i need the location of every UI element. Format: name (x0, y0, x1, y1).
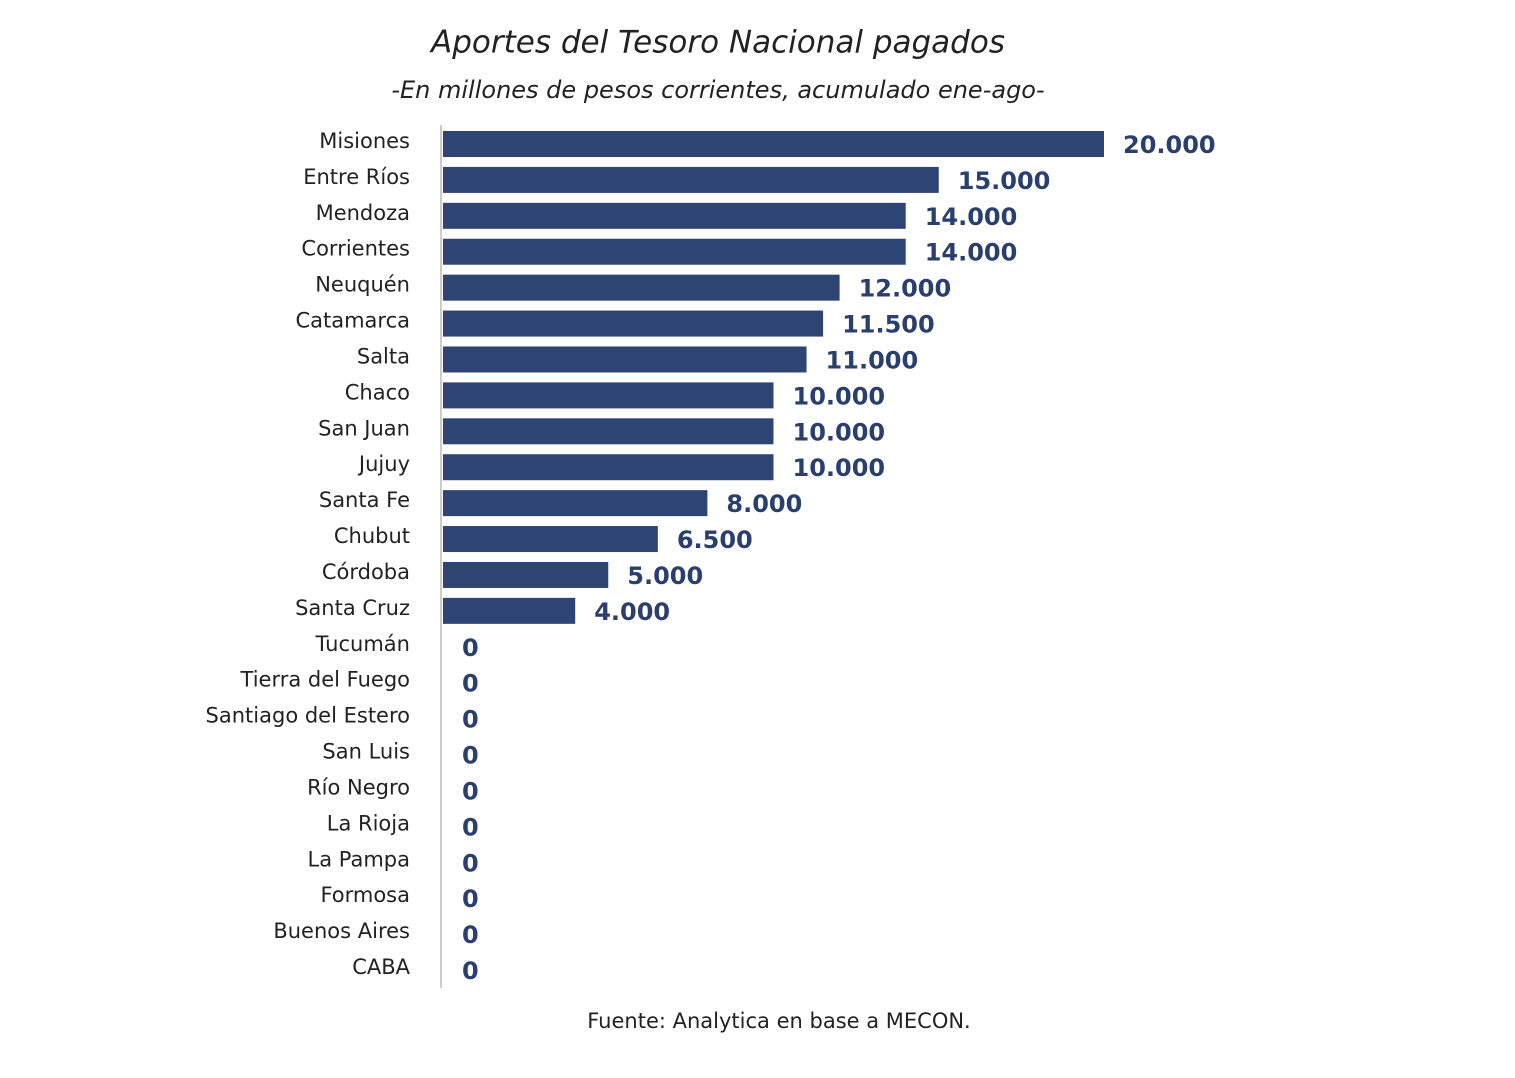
category-label: Santa Fe (319, 488, 410, 512)
bar (443, 597, 576, 624)
category-label: Jujuy (357, 452, 410, 476)
category-label: Entre Ríos (303, 165, 410, 189)
bar (443, 490, 708, 517)
value-label: 0 (462, 885, 479, 913)
chart-subtitle: -En millones de pesos corrientes, acumul… (391, 76, 1044, 104)
category-label: Buenos Aires (273, 919, 410, 943)
category-label: Tucumán (315, 632, 410, 656)
category-label: San Juan (318, 416, 410, 440)
value-label: 10.000 (793, 418, 886, 446)
bar (443, 418, 774, 445)
value-label: 0 (462, 777, 479, 805)
value-label: 10.000 (793, 454, 886, 482)
category-label: Mendoza (316, 201, 410, 225)
category-label: Salta (357, 344, 410, 368)
value-label: 0 (462, 921, 479, 949)
bar (443, 382, 774, 409)
category-label: Santiago del Estero (206, 704, 410, 728)
value-label: 0 (462, 849, 479, 877)
value-label: 14.000 (925, 203, 1018, 231)
value-label: 11.000 (826, 346, 919, 374)
value-label: 8.000 (726, 490, 802, 518)
value-label: 14.000 (925, 239, 1018, 267)
value-label: 15.000 (958, 167, 1051, 195)
category-label: Formosa (320, 883, 410, 907)
bar (443, 526, 658, 553)
value-label: 0 (462, 706, 479, 734)
bar (443, 238, 906, 265)
category-label: Santa Cruz (295, 596, 410, 620)
value-label: 0 (462, 813, 479, 841)
value-label: 6.500 (677, 526, 753, 554)
category-label: CABA (352, 955, 410, 979)
category-label: Córdoba (322, 560, 410, 584)
bar (443, 131, 1104, 157)
category-label: Chaco (345, 380, 410, 404)
category-label: La Pampa (308, 847, 411, 871)
bar (443, 454, 774, 481)
bar (443, 310, 824, 337)
category-label: Corrientes (301, 237, 410, 261)
value-label: 20.000 (1123, 131, 1216, 159)
value-label: 10.000 (793, 382, 886, 410)
category-label: Tierra del Fuego (240, 668, 410, 692)
value-label: 11.500 (842, 311, 935, 339)
chart-title: Aportes del Tesoro Nacional pagados (429, 25, 1005, 61)
bar (443, 274, 840, 301)
value-label: 0 (462, 634, 479, 662)
value-label: 4.000 (594, 598, 670, 626)
category-label: La Rioja (327, 811, 410, 835)
bar (443, 202, 906, 229)
bar (443, 346, 807, 373)
value-label: 12.000 (859, 275, 952, 303)
category-label: Río Negro (307, 775, 410, 799)
value-label: 0 (462, 957, 479, 985)
category-label: Neuquén (315, 273, 410, 297)
bar (443, 166, 939, 193)
source-note: Fuente: Analytica en base a MECON. (587, 1009, 971, 1033)
category-label: San Luis (322, 740, 410, 764)
value-label: 0 (462, 742, 479, 770)
value-label: 5.000 (627, 562, 703, 590)
value-label: 0 (462, 670, 479, 698)
category-label: Catamarca (295, 309, 410, 333)
category-label: Misiones (319, 129, 410, 153)
category-label: Chubut (334, 524, 410, 548)
bar (443, 561, 609, 588)
